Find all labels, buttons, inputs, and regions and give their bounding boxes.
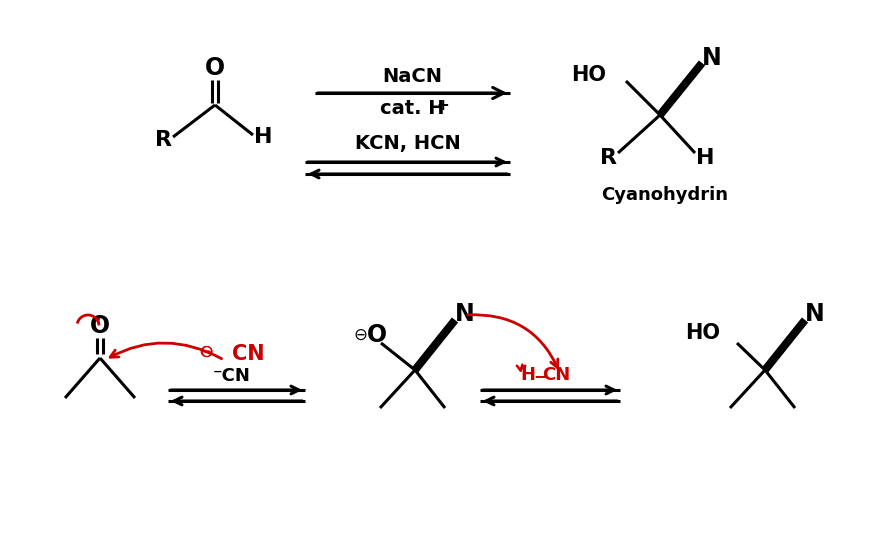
Text: N: N: [456, 302, 475, 326]
Text: H: H: [520, 366, 535, 384]
Text: O: O: [367, 323, 387, 347]
Text: +: +: [436, 99, 448, 113]
FancyArrowPatch shape: [517, 365, 526, 371]
Text: HO: HO: [571, 65, 606, 85]
Text: NaCN: NaCN: [383, 67, 442, 86]
Text: O: O: [90, 314, 110, 338]
Text: R: R: [155, 130, 171, 150]
Text: N: N: [805, 302, 825, 326]
Text: Cyanohydrin: Cyanohydrin: [601, 186, 728, 204]
Text: O: O: [205, 56, 225, 80]
Text: CN: CN: [542, 366, 570, 384]
Text: ⊖: ⊖: [199, 343, 213, 361]
Text: R: R: [599, 148, 616, 168]
FancyArrowPatch shape: [110, 343, 222, 359]
FancyArrowPatch shape: [468, 315, 558, 367]
Text: N: N: [702, 46, 722, 70]
Text: CN: CN: [232, 344, 265, 364]
Text: H: H: [254, 127, 273, 147]
Text: ⊖: ⊖: [198, 343, 213, 361]
Text: −: −: [533, 367, 547, 385]
Text: ⊖: ⊖: [353, 326, 367, 344]
Text: KCN, HCN: KCN, HCN: [354, 134, 460, 153]
Text: H: H: [696, 148, 714, 168]
Text: ⁻CN: ⁻CN: [212, 367, 250, 385]
Text: cat. H: cat. H: [380, 100, 445, 119]
Text: HO: HO: [685, 323, 720, 343]
